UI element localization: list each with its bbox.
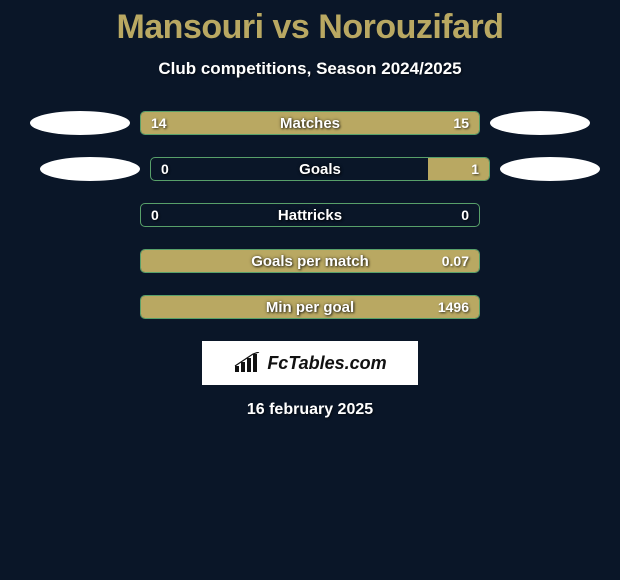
stat-bar: 0.07Goals per match: [140, 249, 480, 273]
stat-row: 0.07Goals per match: [0, 249, 620, 273]
stat-bar: 01Goals: [150, 157, 490, 181]
logo-box: FcTables.com: [202, 341, 418, 385]
stat-value-right: 1496: [438, 296, 469, 318]
bar-fill-right: [141, 250, 479, 272]
spacer: [30, 203, 130, 227]
bar-fill-right: [428, 158, 489, 180]
player-left-marker: [40, 157, 140, 181]
chart-icon: [233, 352, 261, 374]
player-right-marker: [490, 111, 590, 135]
stat-row: 1496Min per goal: [0, 295, 620, 319]
spacer: [30, 295, 130, 319]
comparison-rows: 1415Matches01Goals00Hattricks0.07Goals p…: [0, 111, 620, 319]
spacer: [490, 203, 590, 227]
player-left-marker: [30, 111, 130, 135]
subtitle: Club competitions, Season 2024/2025: [0, 59, 620, 79]
stat-row: 01Goals: [0, 157, 620, 181]
stat-label: Hattricks: [141, 204, 479, 226]
logo-text: FcTables.com: [267, 353, 386, 374]
stat-value-left: 0: [161, 158, 169, 180]
player-right-marker: [500, 157, 600, 181]
stat-bar: 0 0Hattricks: [140, 203, 480, 227]
stat-value-right: 0: [461, 204, 469, 226]
spacer: [490, 295, 590, 319]
stat-bar: 1496Min per goal: [140, 295, 480, 319]
stat-row: 0 0Hattricks: [0, 203, 620, 227]
stat-row: 1415Matches: [0, 111, 620, 135]
stat-value-left: 14: [151, 112, 167, 134]
stat-value-right: 15: [453, 112, 469, 134]
page-title: Mansouri vs Norouzifard: [0, 0, 620, 47]
spacer: [30, 249, 130, 273]
bar-fill-right: [141, 296, 479, 318]
stat-value-left: 0: [151, 204, 159, 226]
spacer: [490, 249, 590, 273]
date: 16 february 2025: [0, 401, 620, 419]
stat-bar: 1415Matches: [140, 111, 480, 135]
stat-value-right: 1: [471, 158, 479, 180]
stat-value-right: 0.07: [442, 250, 469, 272]
